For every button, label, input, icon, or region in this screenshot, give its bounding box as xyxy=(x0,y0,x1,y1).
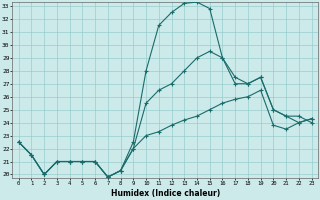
X-axis label: Humidex (Indice chaleur): Humidex (Indice chaleur) xyxy=(110,189,220,198)
